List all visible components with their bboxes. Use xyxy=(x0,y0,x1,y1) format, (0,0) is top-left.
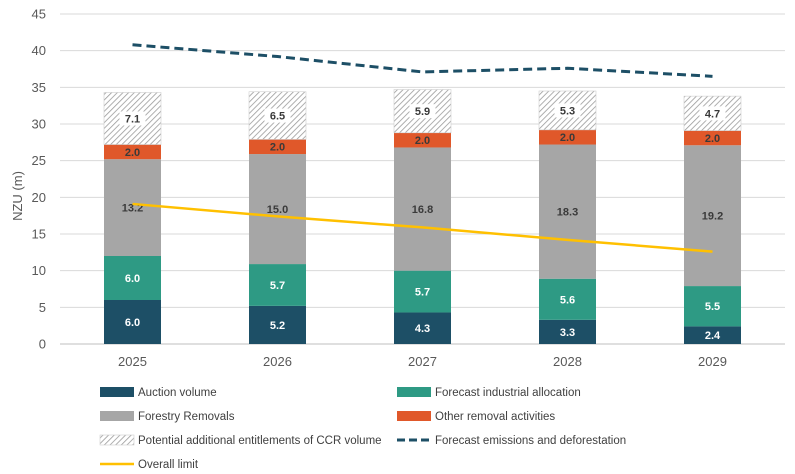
forecast-emissions-line xyxy=(132,43,713,78)
data-label-bg xyxy=(409,104,436,119)
bar-segment xyxy=(103,92,162,145)
y-tick-label: 20 xyxy=(32,190,46,205)
bar-data-label: 6.5 xyxy=(270,111,285,123)
legend-swatch xyxy=(100,411,134,421)
bar-data-label: 2.0 xyxy=(415,135,430,147)
data-label-bg xyxy=(264,108,291,123)
legend-swatch xyxy=(397,411,431,421)
y-tick-label: 35 xyxy=(32,80,46,95)
data-label-bg xyxy=(554,103,581,118)
bar-data-label: 5.5 xyxy=(705,301,720,313)
y-tick-label: 5 xyxy=(39,300,46,315)
x-tick-label: 2028 xyxy=(553,354,582,369)
bar-data-label: 4.7 xyxy=(705,108,720,120)
y-tick-label: 45 xyxy=(32,7,46,22)
x-tick-label: 2025 xyxy=(118,354,147,369)
bar-data-label: 2.4 xyxy=(705,330,721,342)
bar-segment xyxy=(104,300,161,344)
bar-data-label: 15.0 xyxy=(267,204,288,216)
bar-data-label: 5.7 xyxy=(415,287,430,299)
x-axis-ticks: 2025 2026 2027 2028 2029 xyxy=(118,354,727,369)
data-label-bg xyxy=(119,111,146,126)
bar-segment xyxy=(104,144,161,160)
bar-segment xyxy=(394,147,451,271)
bar-data-label: 5.3 xyxy=(560,105,575,117)
legend-label: Potential additional entitlements of CCR… xyxy=(138,435,382,447)
y-tick-label: 10 xyxy=(32,263,46,278)
bar-segments xyxy=(103,89,742,344)
data-label-bg xyxy=(699,106,726,121)
legend-label: Other removal activities xyxy=(435,411,555,423)
bar-segment xyxy=(249,139,306,155)
bar-segment xyxy=(394,132,451,148)
y-tick-label: 0 xyxy=(39,337,46,352)
line-series xyxy=(132,43,713,253)
y-tick-label: 40 xyxy=(32,43,46,58)
bar-segment xyxy=(684,130,741,146)
bar-data-label: 18.3 xyxy=(557,207,578,219)
bar-segment xyxy=(394,270,451,313)
bar-data-label: 7.1 xyxy=(125,114,140,126)
bar-data-label: 5.6 xyxy=(560,294,575,306)
bar-segment xyxy=(249,264,306,306)
legend-label: Forestry Removals xyxy=(138,411,235,423)
bar-data-label: 6.0 xyxy=(125,317,140,329)
bar-segment xyxy=(684,286,741,327)
bar-data-label: 2.0 xyxy=(270,142,285,154)
legend-label: Auction volume xyxy=(138,387,217,399)
legend-label: Forecast emissions and deforestation xyxy=(435,435,626,447)
bar-data-label: 4.3 xyxy=(415,323,430,335)
x-tick-label: 2029 xyxy=(698,354,727,369)
bar-segment xyxy=(394,312,451,344)
bar-segment xyxy=(104,256,161,300)
bar-data-label: 3.3 xyxy=(560,327,575,339)
bar-data-label: 2.0 xyxy=(125,147,140,159)
y-tick-label: 15 xyxy=(32,227,46,242)
legend: Auction volume Forecast industrial alloca… xyxy=(99,387,626,471)
bar-segment xyxy=(249,305,306,344)
x-tick-label: 2027 xyxy=(408,354,437,369)
bar-segment xyxy=(684,326,741,344)
y-tick-label: 25 xyxy=(32,153,46,168)
bar-segment xyxy=(104,159,161,256)
legend-swatch xyxy=(100,387,134,397)
y-axis-label: NZU (m) xyxy=(10,171,25,221)
bar-data-label: 2.0 xyxy=(560,132,575,144)
y-axis-ticks: 0 5 10 15 20 25 30 35 40 45 xyxy=(32,7,46,352)
bar-data-label: 5.7 xyxy=(270,280,285,292)
bar-segment xyxy=(539,144,596,279)
overall-limit-line xyxy=(132,202,713,253)
legend-label: Forecast industrial allocation xyxy=(435,387,581,399)
bar-data-label: 5.9 xyxy=(415,106,430,118)
bar-segment xyxy=(539,278,596,320)
legend-swatch xyxy=(397,387,431,397)
bar-data-label: 16.8 xyxy=(412,204,433,216)
bar-data-label: 6.0 xyxy=(125,273,140,285)
legend-label: Overall limit xyxy=(138,459,199,471)
x-tick-label: 2026 xyxy=(263,354,292,369)
bar-segment xyxy=(249,154,306,265)
bar-data-label: 19.2 xyxy=(702,211,723,223)
bar-data-labels: 6.06.013.22.07.15.25.715.02.06.54.35.716… xyxy=(119,103,726,342)
y-tick-label: 30 xyxy=(32,117,46,132)
bar-segment xyxy=(539,319,596,344)
legend-swatch xyxy=(99,434,135,446)
bar-segment xyxy=(684,145,741,287)
bar-data-label: 2.0 xyxy=(705,133,720,145)
bar-data-label: 5.2 xyxy=(270,320,285,332)
bar-segment xyxy=(539,129,596,145)
